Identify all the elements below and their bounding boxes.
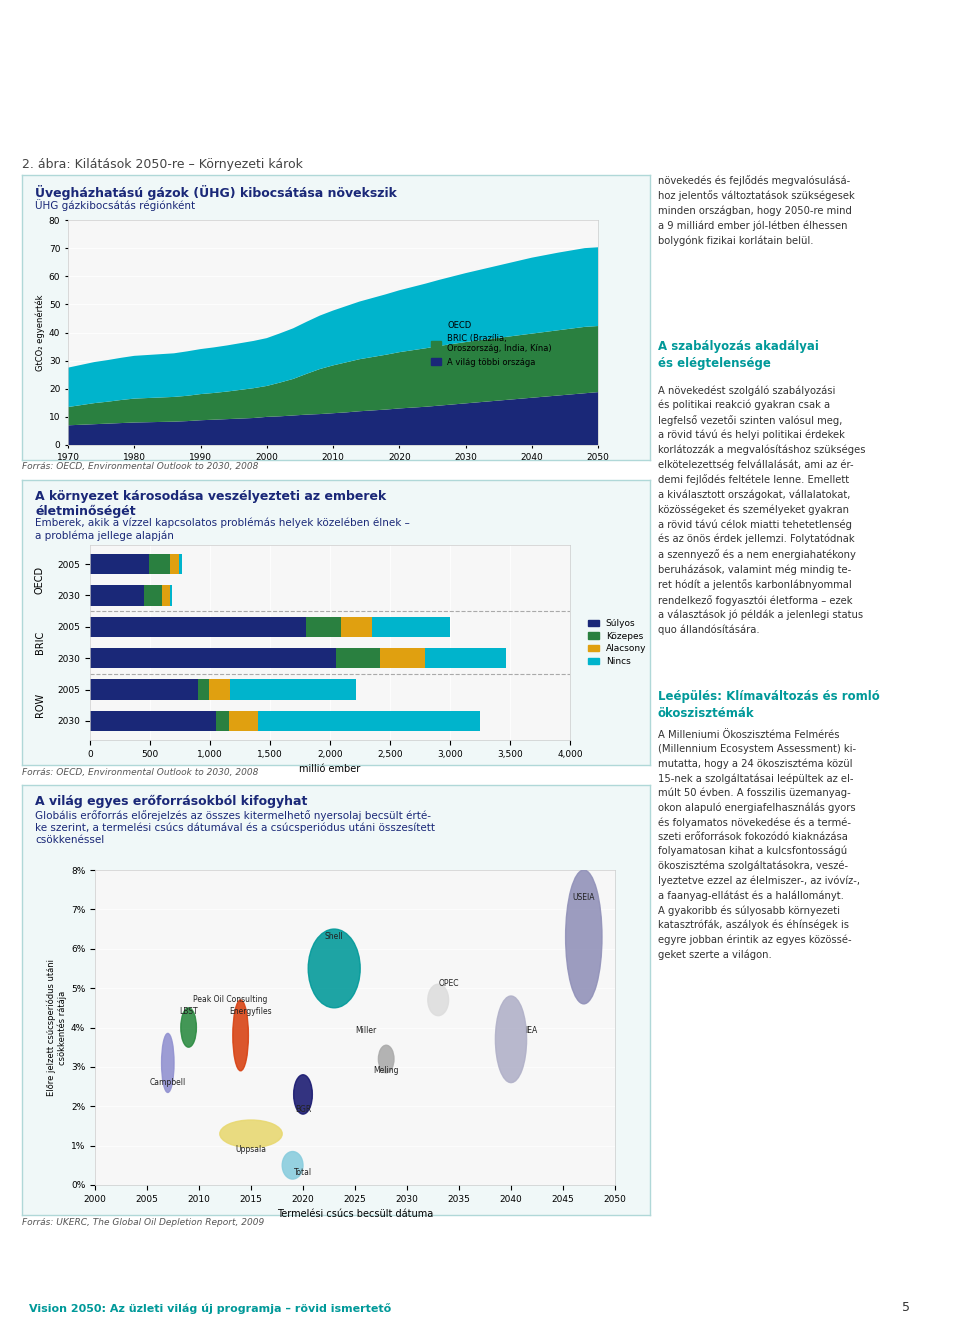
- Bar: [90, 648, 336, 668]
- Bar: [229, 711, 258, 731]
- Legend: Súlyos, Közepes, Alacsony, Nincs: Súlyos, Közepes, Alacsony, Nincs: [584, 616, 650, 670]
- Ellipse shape: [294, 1075, 312, 1114]
- Text: A növekedést szolgáló szabályozási
és politikai reakció gyakran csak a
legfelső : A növekedést szolgáló szabályozási és po…: [658, 386, 866, 635]
- Bar: [306, 617, 341, 637]
- Bar: [90, 679, 198, 700]
- Text: Forrás: UKERC, The Global Oil Depletion Report, 2009: Forrás: UKERC, The Global Oil Depletion …: [22, 1218, 264, 1227]
- Ellipse shape: [495, 996, 527, 1083]
- Text: Peak Oil Consulting: Peak Oil Consulting: [193, 995, 268, 1004]
- Text: Shell: Shell: [324, 932, 344, 941]
- Bar: [90, 617, 306, 637]
- Bar: [90, 711, 216, 731]
- Y-axis label: Előre jelzett csúcsperiódus utáni
csökkentés rátája: Előre jelzett csúcsperiódus utáni csökke…: [46, 959, 67, 1097]
- Text: 5: 5: [902, 1302, 910, 1314]
- Ellipse shape: [220, 1119, 282, 1148]
- Bar: [229, 679, 356, 700]
- Text: A Milleniumi Ökoszisztéma Felmérés
(Millennium Ecosystem Assessment) ki-
mutatta: A Milleniumi Ökoszisztéma Felmérés (Mill…: [658, 730, 860, 960]
- Text: A környezet károsodása veszélyezteti az emberek
életminőségét: A környezet károsodása veszélyezteti az …: [35, 490, 386, 518]
- Text: 2. ábra: Kilátások 2050-re – Környezeti károk: 2. ábra: Kilátások 2050-re – Környezeti …: [22, 158, 302, 171]
- Text: Miller: Miller: [355, 1027, 376, 1035]
- Bar: [341, 617, 372, 637]
- Text: Globális erőforrás előrejelzés az összes kitermelhető nyersolaj becsült érté-
ke: Globális erőforrás előrejelzés az összes…: [35, 810, 435, 845]
- Bar: [258, 711, 480, 731]
- X-axis label: Termelési csúcs becsült dátuma: Termelési csúcs becsült dátuma: [276, 1209, 433, 1220]
- Legend: OECD, BRIC (Brazília,
Oroszország, India, Kína), A világ többi országa: OECD, BRIC (Brazília, Oroszország, India…: [427, 317, 555, 370]
- Text: A szokásos üzletmenet kilátásai 2050-re: A szokásos üzletmenet kilátásai 2050-re: [950, 550, 960, 789]
- Bar: [198, 679, 209, 700]
- Text: Forrás: OECD, Environmental Outlook to 2030, 2008: Forrás: OECD, Environmental Outlook to 2…: [22, 769, 258, 777]
- Bar: [372, 617, 450, 637]
- Text: Emberek, akik a vízzel kapcsolatos problémás helyek közelében élnek –
a probléma: Emberek, akik a vízzel kapcsolatos probl…: [35, 518, 410, 541]
- Ellipse shape: [233, 1000, 249, 1071]
- Text: A világ egyes erőforrásokból kifogyhat: A világ egyes erőforrásokból kifogyhat: [35, 795, 307, 809]
- Bar: [209, 679, 229, 700]
- Text: növekedés és fejlődés megvalósulásá-
hoz jelentős változtatások szükségesek
mind: növekedés és fejlődés megvalósulásá- hoz…: [658, 175, 854, 245]
- Text: Energyfiles: Energyfiles: [229, 1007, 273, 1016]
- Y-axis label: GtCO₂ egyenérték: GtCO₂ egyenérték: [36, 295, 45, 371]
- Ellipse shape: [378, 1046, 394, 1073]
- Bar: [144, 585, 162, 605]
- Bar: [424, 648, 507, 668]
- Bar: [170, 554, 179, 574]
- Text: Meling: Meling: [373, 1066, 399, 1075]
- Bar: [162, 585, 170, 605]
- Text: Vision 2050: Az üzleti világ új programja – rövid ismertető: Vision 2050: Az üzleti világ új programj…: [29, 1303, 391, 1314]
- Text: Campbell: Campbell: [150, 1078, 186, 1086]
- Bar: [336, 648, 380, 668]
- Text: A szabályozás akadályai
és elégtelensége: A szabályozás akadályai és elégtelensége: [658, 340, 819, 370]
- Bar: [149, 554, 170, 574]
- Bar: [170, 585, 172, 605]
- Text: BRIC: BRIC: [35, 631, 44, 655]
- Text: USEIA: USEIA: [572, 893, 595, 901]
- Text: ÜHG gázkibocsátás régiónként: ÜHG gázkibocsátás régiónként: [35, 200, 195, 212]
- Text: Üvegházhatású gázok (ÜHG) kibocsátása növekszik: Üvegházhatású gázok (ÜHG) kibocsátása nö…: [35, 185, 396, 200]
- Text: Leépülés: Klímaváltozás és romló
ökoszisztémák: Leépülés: Klímaváltozás és romló ökoszis…: [658, 690, 879, 720]
- Bar: [90, 585, 144, 605]
- Text: ROW: ROW: [35, 694, 44, 718]
- Bar: [90, 554, 149, 574]
- Text: OPEC: OPEC: [439, 979, 459, 988]
- Bar: [380, 648, 424, 668]
- Ellipse shape: [428, 984, 448, 1016]
- Ellipse shape: [565, 870, 602, 1004]
- Text: BGR: BGR: [295, 1105, 311, 1114]
- Bar: [179, 554, 181, 574]
- Text: Uppsala: Uppsala: [235, 1145, 267, 1153]
- Text: Total: Total: [294, 1168, 312, 1177]
- Text: OECD: OECD: [35, 565, 44, 593]
- Text: LBST: LBST: [180, 1007, 198, 1016]
- X-axis label: millió ember: millió ember: [300, 765, 361, 774]
- Ellipse shape: [180, 1008, 197, 1047]
- Text: IEA: IEA: [526, 1027, 538, 1035]
- Ellipse shape: [308, 929, 360, 1008]
- Text: Forrás: OECD, Environmental Outlook to 2030, 2008: Forrás: OECD, Environmental Outlook to 2…: [22, 462, 258, 471]
- Ellipse shape: [161, 1034, 174, 1093]
- Bar: [216, 711, 229, 731]
- Ellipse shape: [282, 1152, 303, 1180]
